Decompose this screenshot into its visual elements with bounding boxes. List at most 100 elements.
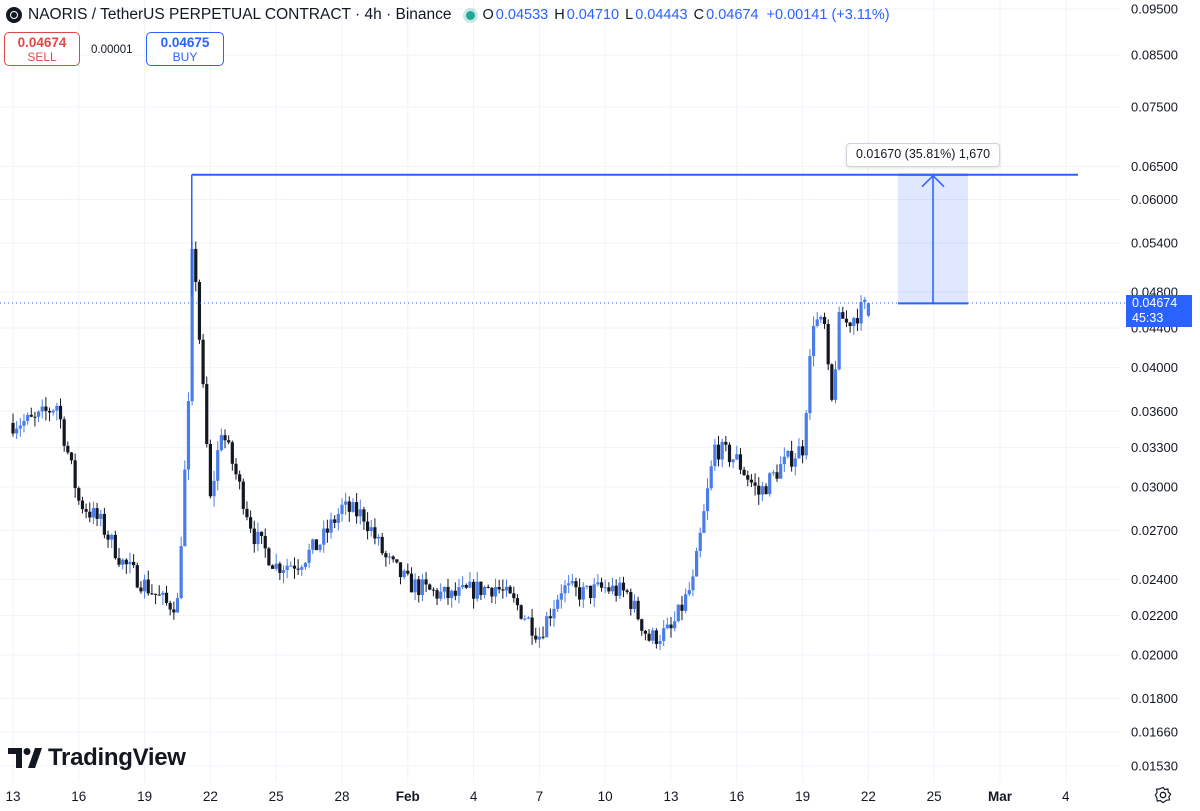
candle-body [534,635,538,640]
buy-button[interactable]: 0.04675 BUY [146,32,224,66]
price-tick-label: 0.01660 [1131,725,1178,740]
candle-body [219,435,223,451]
candle-body [365,521,370,532]
candle-body [289,565,293,567]
candle-body [91,508,96,518]
candle-body [439,591,443,599]
price-tick-label: 0.04000 [1131,360,1178,375]
candle-body [146,579,150,594]
spread-value: 0.00001 [91,44,133,56]
measure-arrow-head [921,174,945,188]
drawings-layer[interactable] [0,173,1126,305]
candle-body [216,450,220,481]
candle-body [336,514,340,523]
candle-body [581,586,585,600]
candle-body [201,339,205,385]
change-value: +0.00141 (+3.11%) [766,7,890,23]
price-tick-label: 0.05400 [1131,236,1178,251]
candle-body [77,488,81,501]
candle-body [673,621,677,629]
candle-body [497,586,501,590]
price-tick-label: 0.06000 [1131,192,1178,207]
candle-body [545,616,549,638]
time-tick-label: 22 [203,789,218,804]
candle-body [73,460,77,489]
candle-body [344,501,348,505]
candle-body [855,318,860,324]
candle-body [567,583,571,586]
candle-body [775,472,779,479]
candle-body [797,446,801,459]
candle-body [552,608,556,619]
candle-body [380,536,384,554]
candle-body [537,636,541,640]
candle-body [102,513,106,535]
candle-body [249,517,253,529]
candle-body [387,556,392,558]
candle-body [625,590,629,592]
candle-body [863,299,867,303]
candle-body [442,586,446,592]
candle-body [99,513,103,519]
candle-body [230,442,234,464]
current-price-value: 0.04674 [1132,296,1178,310]
settings-gear-icon[interactable] [1154,786,1172,804]
candle-body [607,587,611,592]
chart-grid [0,0,1120,782]
candle-body [801,446,805,456]
candle-body [833,369,838,400]
time-tick-label: 13 [663,789,678,804]
candle-body [702,511,706,533]
candle-body [501,589,505,591]
time-tick-label: 19 [795,789,810,804]
candle-body [614,585,618,596]
candle-body [742,469,746,476]
candle-body [691,576,695,591]
candle-body [143,579,147,592]
time-tick-label: Feb [396,789,420,804]
candle-body [369,527,373,532]
candle-body [329,519,333,533]
candle-body [578,587,582,600]
candle-body [55,405,59,411]
candle-body [731,459,735,463]
candle-body [333,519,337,523]
price-tick-label: 0.01530 [1131,759,1178,774]
candle-body [292,565,297,569]
candle-body [373,527,377,539]
candle-body [18,425,22,429]
candle-body [256,531,260,545]
candle-body [197,282,202,340]
symbol-title[interactable]: NAORIS / TetherUS PERPETUAL CONTRACT · 4… [28,6,452,23]
candle-body [395,559,399,563]
price-tick-label: 0.08500 [1131,48,1178,63]
candle-body [186,401,191,470]
candle-body [179,546,183,599]
candle-body [804,413,808,456]
candle-body [713,444,717,467]
candle-body [424,579,428,585]
current-price-label: 0.04674 45:33 [1126,295,1192,327]
candle-body [355,502,359,517]
price-axis[interactable]: 0.09500 0.08500 0.07500 0.06500 0.06000 0.054… [1131,2,1178,774]
candle-body [245,508,249,518]
sell-button[interactable]: 0.04674 SELL [4,32,80,66]
price-tick-label: 0.03000 [1131,479,1178,494]
candle-body [153,593,158,595]
candle-body [311,539,315,550]
candle-body [58,405,63,420]
candle-body [457,587,461,596]
candle-body [80,500,85,510]
price-tick-label: 0.06500 [1131,159,1178,174]
candle-body [464,585,468,588]
time-axis[interactable]: 13 16 19 22 25 28 Feb 4 7 10 13 16 19 22 25 Mar 4 [5,789,1070,804]
candle-body [22,420,26,426]
candle-body [793,458,797,467]
price-tick-label: 0.02000 [1131,647,1178,662]
candle-body [610,585,615,592]
candle-body [811,325,816,357]
candle-body [33,416,37,418]
candle-body [296,568,300,570]
candlestick-series [11,241,870,651]
